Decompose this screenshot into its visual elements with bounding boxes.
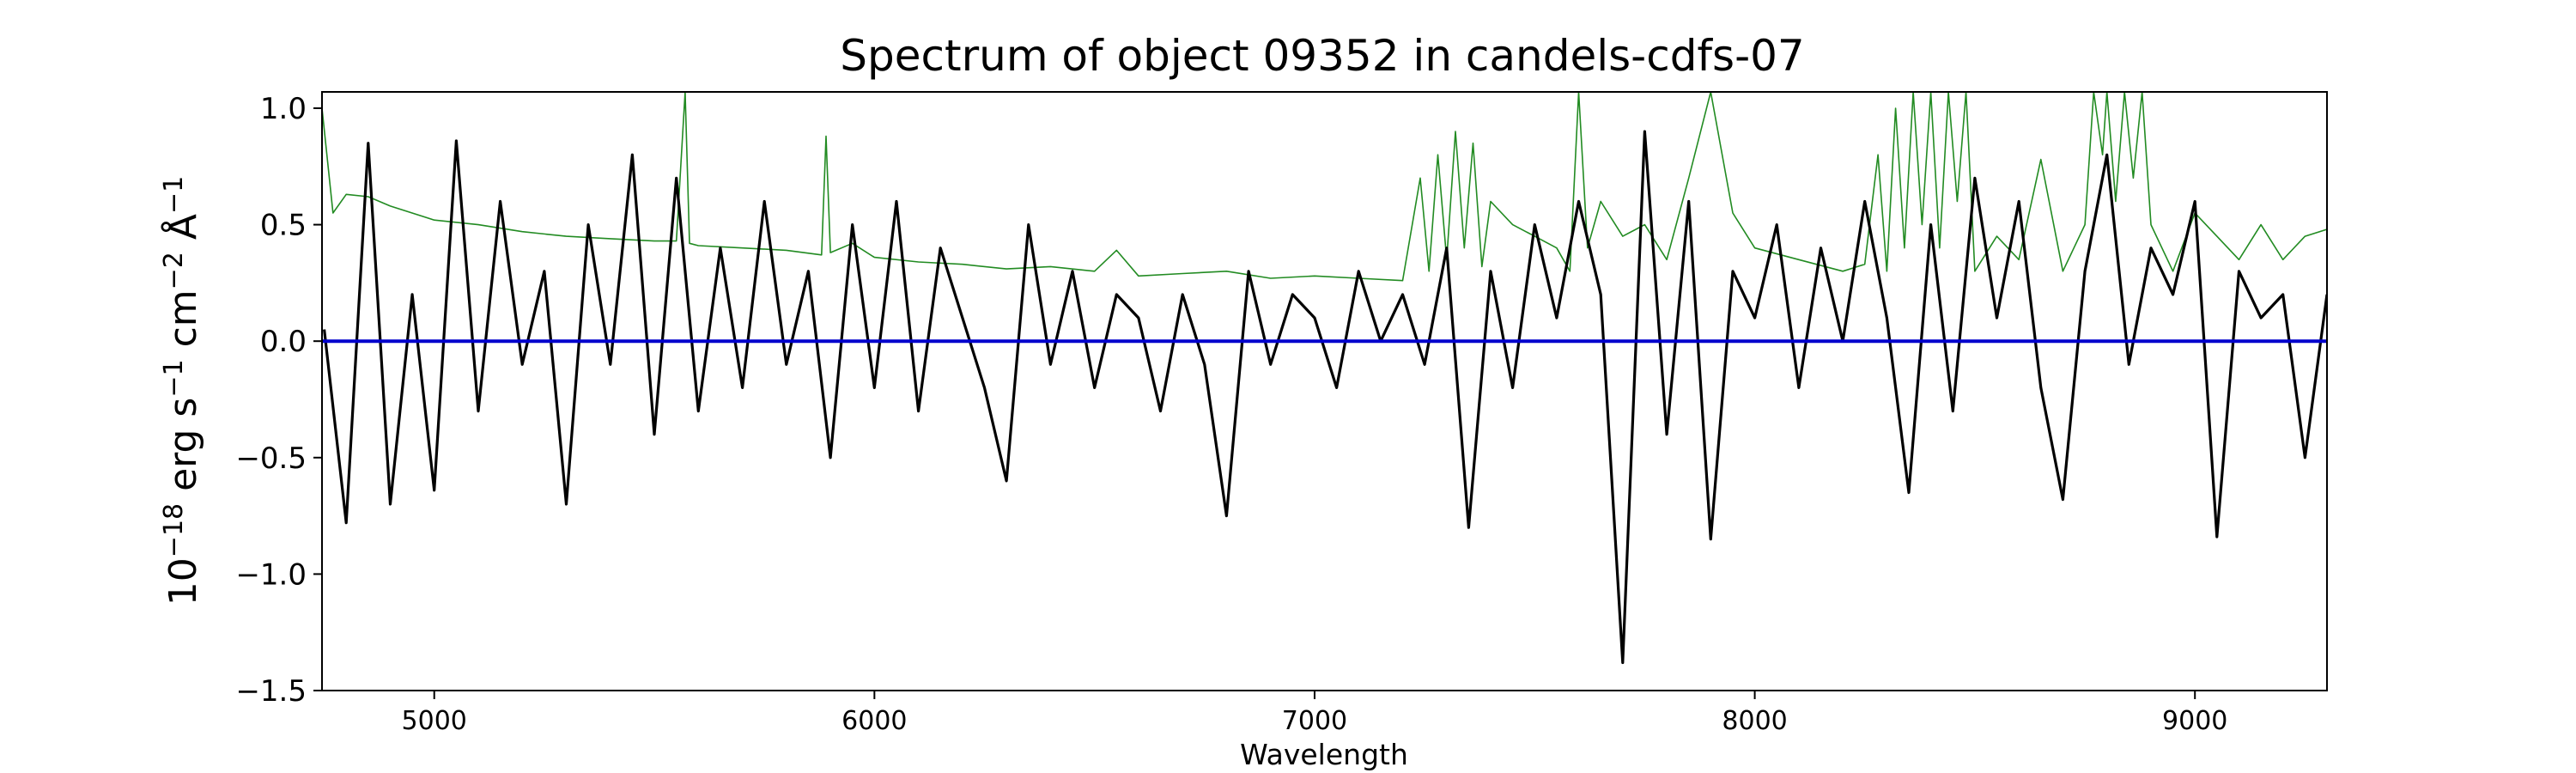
y-tick-label: −1.0 <box>235 557 307 592</box>
y-tick-label: 1.0 <box>260 92 307 126</box>
x-axis-ticks: 5000 6000 7000 8000 9000 <box>402 691 2227 736</box>
y-axis-label: 10−18 erg s−1 cm−2 Å−1 <box>159 176 205 606</box>
y-label-unit1-exp: −1 <box>159 359 189 397</box>
x-tick-label: 7000 <box>1282 706 1347 736</box>
series-line-0 <box>323 130 2327 665</box>
x-tick-label: 9000 <box>2162 706 2227 736</box>
y-label-base-exp: −18 <box>159 503 189 557</box>
x-tick-label: 8000 <box>1722 706 1787 736</box>
x-axis-label: Wavelength <box>1240 738 1408 771</box>
y-label-unit2-exp: −2 <box>159 252 189 289</box>
y-tick-label: −1.5 <box>235 674 307 709</box>
y-label-unit3: Å <box>160 214 205 252</box>
y-tick-label: −0.5 <box>235 441 307 476</box>
y-axis-ticks: 1.0 0.5 0.0 −0.5 −1.0 −1.5 <box>235 92 322 709</box>
chart-title: Spectrum of object 09352 in candels-cdfs… <box>840 31 1805 81</box>
y-label-base: 10 <box>161 557 205 606</box>
y-label-unit2: cm <box>161 289 205 359</box>
series-line-1 <box>322 92 2327 282</box>
x-tick-label: 6000 <box>841 706 907 736</box>
x-tick-label: 5000 <box>402 706 467 736</box>
axes-frame <box>321 91 2328 691</box>
y-label-unit1: erg s <box>161 398 205 503</box>
series-layer <box>322 92 2327 665</box>
y-tick-label: 0.0 <box>260 325 307 359</box>
y-label-unit3-exp: −1 <box>159 176 189 214</box>
y-tick-label: 0.5 <box>260 209 307 243</box>
plot-area <box>321 91 2328 691</box>
